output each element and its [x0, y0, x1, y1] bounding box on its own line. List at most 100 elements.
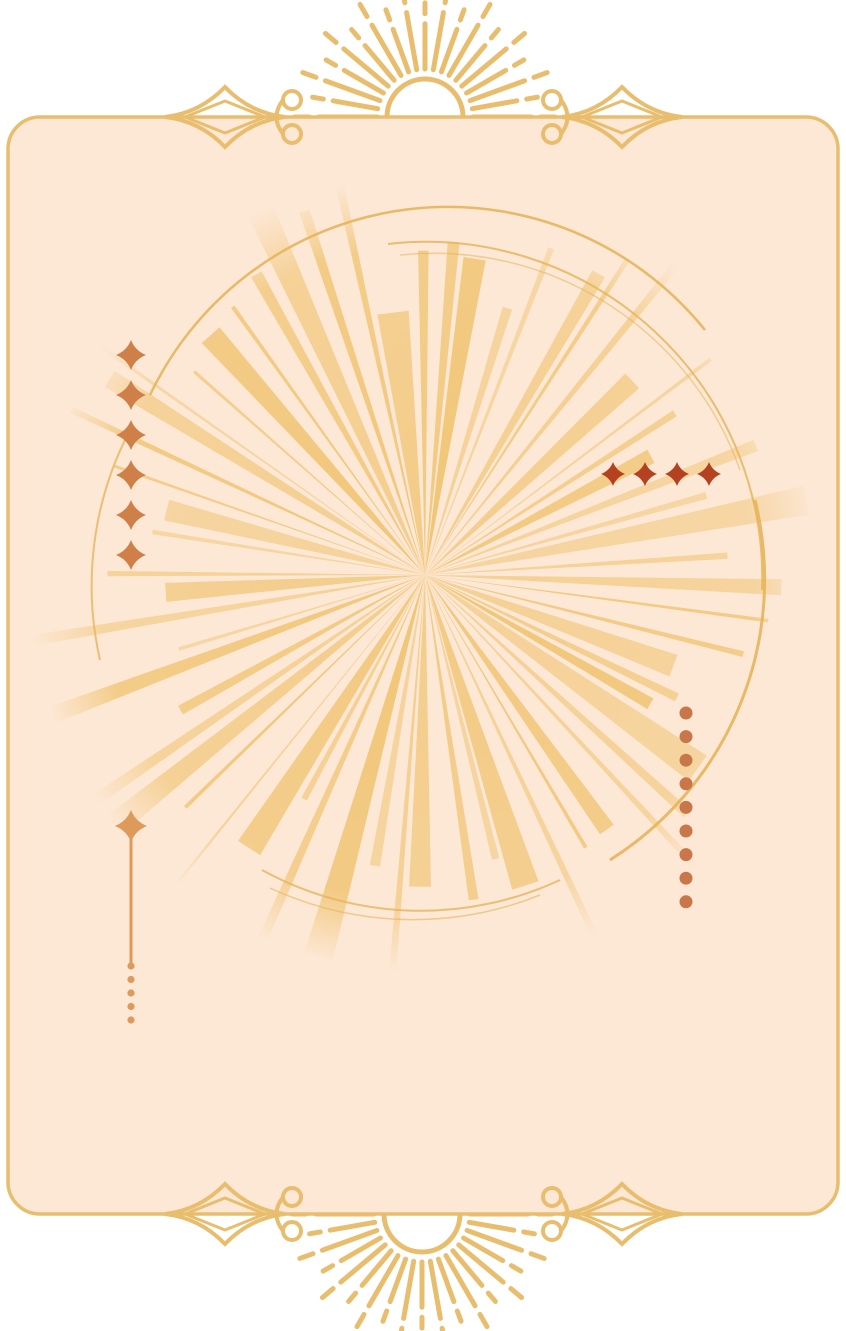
sun-ray: [366, 1253, 401, 1309]
burst-ray: [304, 575, 425, 961]
burst-ray: [425, 575, 654, 710]
burst-ray: [425, 575, 726, 899]
sparkle-icon: [116, 340, 146, 370]
sun-ray-tip: [457, 7, 467, 23]
burst-ray: [425, 575, 500, 860]
sun-ray-tip: [508, 1286, 525, 1301]
burst-ray: [93, 575, 425, 846]
ornament-curl: [281, 89, 303, 111]
burst-ray: [21, 575, 426, 648]
sun-ray: [438, 26, 460, 75]
sun-ray: [369, 22, 404, 78]
burst-ray: [425, 241, 460, 575]
dot-icon: [679, 848, 693, 862]
sun-ray-tip: [380, 1308, 390, 1324]
ornament-diamond: [180, 99, 270, 135]
burst-ray: [425, 485, 809, 575]
sun-ray-tip: [531, 70, 550, 80]
sparkle-icon: [116, 500, 146, 530]
burst-ray: [425, 357, 712, 575]
burst-ray: [425, 575, 588, 849]
burst-ray: [251, 575, 425, 955]
sun-ray: [401, 1258, 417, 1321]
burst-ray: [388, 575, 425, 984]
burst-ray: [178, 575, 425, 651]
sparkle-icon: [116, 420, 146, 450]
ornament-diamond: [577, 99, 667, 135]
sun-ray-tip: [307, 1229, 323, 1237]
burst-ray: [230, 305, 425, 575]
burst-ray: [425, 373, 640, 575]
burst-ray: [425, 410, 677, 575]
sun-ray: [322, 78, 383, 104]
burst-ray: [183, 575, 425, 809]
sun-ray: [466, 1219, 517, 1233]
sun-ray-tip: [300, 70, 319, 80]
wand-star-icon: [115, 810, 147, 842]
sparkle-icon: [633, 462, 657, 486]
sun-ray-tip: [511, 30, 528, 45]
burst-ray: [69, 406, 425, 575]
ornament-arch: [164, 115, 286, 150]
burst-ray: [425, 257, 630, 575]
sun-ray-tip: [297, 1251, 316, 1261]
sun-ray: [446, 22, 481, 78]
sun-ray: [453, 43, 488, 83]
sun-ray-tip: [319, 1286, 336, 1301]
sun-ray: [327, 1219, 378, 1233]
burst-ray: [152, 529, 425, 575]
left-sparkle-column: [116, 340, 146, 570]
wand-dot-icon: [127, 1016, 135, 1024]
burst-ray: [165, 575, 425, 602]
burst-ray: [377, 310, 425, 575]
sun-ray: [461, 1235, 506, 1264]
dot-icon: [679, 800, 693, 814]
burst-ray: [33, 575, 426, 730]
ornament-curl: [281, 1220, 303, 1242]
burst-ray: [369, 575, 425, 867]
sun-ray-tip: [508, 1263, 524, 1274]
ornament-arch: [164, 1212, 286, 1247]
ornament-diamond: [577, 1196, 667, 1232]
burst-ray: [301, 575, 425, 801]
burst-ray: [425, 575, 678, 677]
dot-icon: [679, 730, 693, 744]
ornament-arch: [561, 1181, 683, 1216]
sun-ray-tip: [477, 1311, 490, 1330]
sun-ray-tip: [488, 27, 501, 41]
burst-ray: [326, 146, 425, 576]
burst-ray: [104, 370, 425, 575]
burst-ray: [425, 552, 728, 575]
ornament-arch: [164, 84, 286, 119]
sun-ray: [359, 1248, 394, 1288]
sun-ray: [456, 1242, 506, 1285]
top-sunburst-icon: [292, 0, 558, 120]
sun-ray: [427, 1258, 443, 1321]
sun-ray-tip: [521, 1229, 537, 1237]
burst-ray: [425, 257, 486, 575]
sun-ray-tip: [354, 1311, 367, 1330]
gold-ring-icon: [90, 205, 767, 921]
sparkle-icon: [116, 540, 146, 570]
sun-ray-tip: [310, 94, 326, 102]
sun-ray: [467, 78, 528, 104]
right-dot-column: [679, 706, 693, 909]
ornament-curl-link: [559, 98, 570, 136]
sun-ray: [387, 1256, 409, 1305]
burst-ray: [418, 250, 429, 575]
burst-ray: [409, 575, 431, 887]
sun-ray-tip: [346, 1290, 359, 1304]
sun-ray-tip: [511, 57, 527, 68]
bottom-sunburst-icon: [289, 1211, 555, 1331]
burst-ray: [425, 492, 708, 575]
burst-ray: [425, 243, 695, 575]
wand-icon: [115, 810, 147, 1024]
ornament-curl: [541, 1220, 563, 1242]
sun-ray-tip: [323, 57, 339, 68]
sun-ray: [469, 98, 520, 112]
burst-ray: [425, 575, 679, 702]
ornament-arch: [164, 1181, 286, 1216]
sun-ray: [341, 46, 391, 89]
ornament-curl-link: [274, 98, 285, 136]
